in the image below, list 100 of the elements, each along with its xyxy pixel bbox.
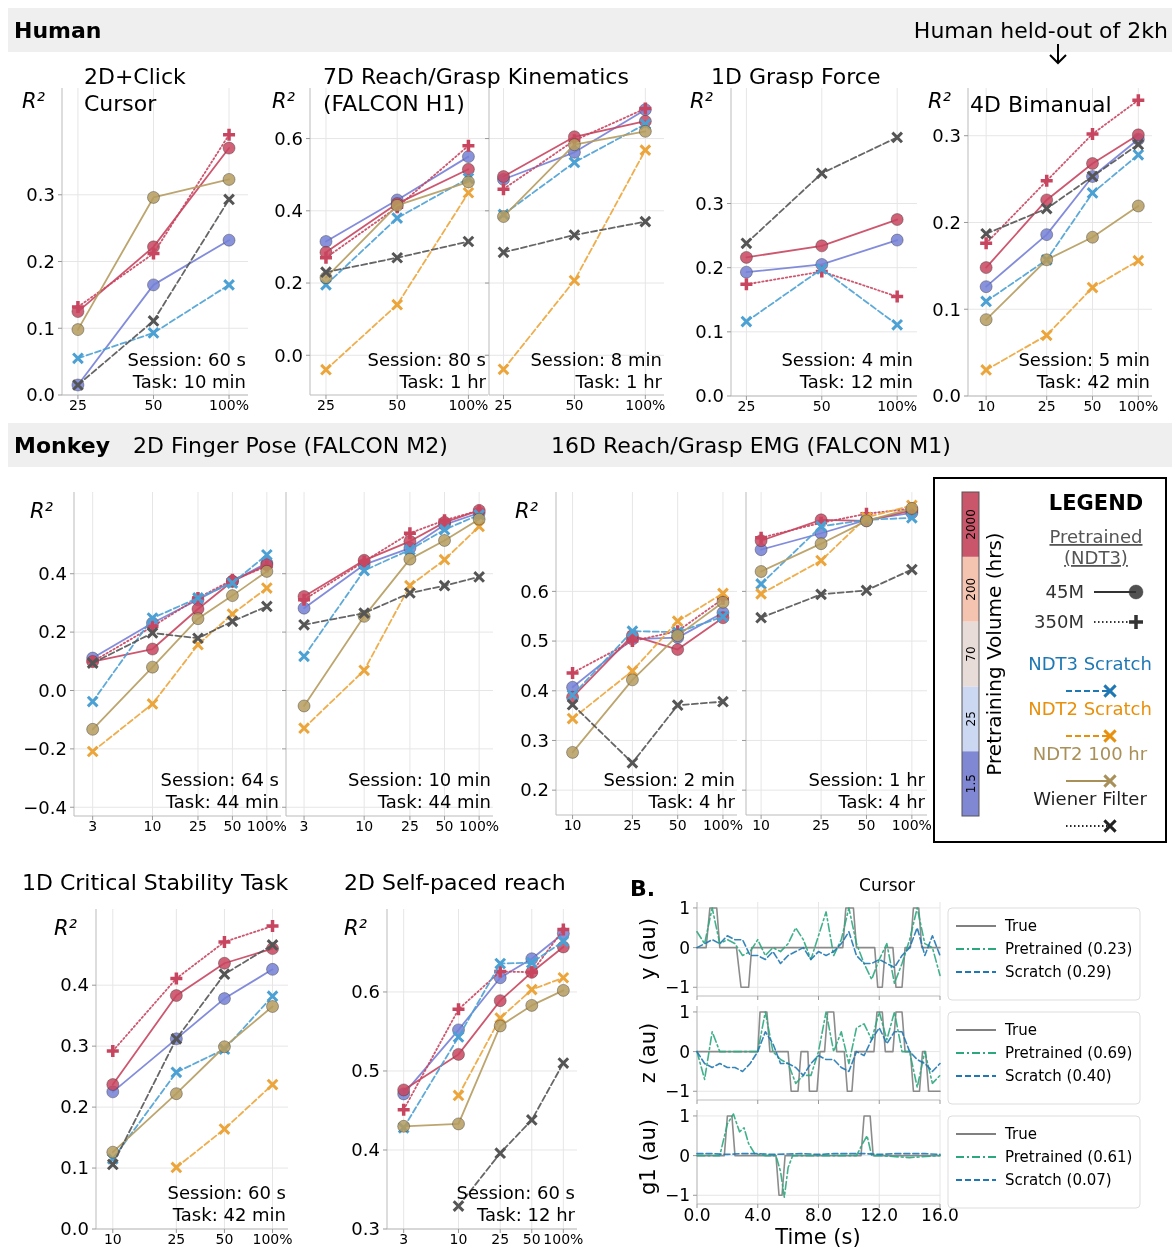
annotation: Task: 10 min <box>131 371 246 392</box>
annotation: Task: 12 min <box>798 371 913 392</box>
y-tick-label: 0 <box>679 1145 690 1166</box>
y-tick-label: 0.3 <box>26 184 55 206</box>
text: B. <box>630 876 656 901</box>
y-tick-label: 0.1 <box>60 1157 89 1179</box>
x-tick-label: 100% <box>625 396 666 413</box>
category-label: 1.5 <box>963 774 978 794</box>
text: LEGEND <box>1048 491 1144 515</box>
y-tick-label: −1 <box>664 977 690 998</box>
y-tick-label: 0.3 <box>695 192 724 214</box>
y-tick-label: 0.4 <box>520 680 549 702</box>
x-tick-label: 50 <box>522 1230 541 1247</box>
y-tick-label: 0.0 <box>38 679 67 701</box>
x-tick-label: 50 <box>565 396 584 413</box>
x-tick-label: 100% <box>209 396 250 413</box>
annotation: Session: 60 s <box>167 1182 286 1203</box>
x-tick-label: 100% <box>891 816 932 833</box>
y-tick-label: 0.2 <box>274 272 303 294</box>
x-tick-label: 100% <box>543 1230 584 1247</box>
annotation: Session: 2 min <box>603 769 735 790</box>
annotation: Task: 4 hr <box>647 791 736 812</box>
x-tick-label: 25 <box>494 396 513 413</box>
x-tick-label: 4.0 <box>744 1205 772 1226</box>
x-tick-label: 10 <box>355 817 374 834</box>
text: Wiener Filter <box>1033 788 1148 809</box>
x-tick-label: 25 <box>189 817 207 834</box>
y-tick-label: −1 <box>664 1185 690 1206</box>
annotation: Task: 12 hr <box>475 1204 576 1225</box>
y-tick-label: 0.2 <box>60 1096 89 1118</box>
legend-label: Scratch (0.07) <box>1005 1171 1112 1190</box>
chart-title: 1D Critical Stability Task <box>22 870 289 895</box>
x-tick-label: 50 <box>388 396 407 413</box>
y-axis-title: R² <box>30 499 54 523</box>
chart-title: 2D Self-paced reach <box>344 870 566 895</box>
x-tick-label: 3 <box>299 817 309 834</box>
legend-label: True <box>1004 1021 1037 1040</box>
x-tick-label: 100% <box>448 396 489 413</box>
x-tick-label: 25 <box>1037 397 1056 414</box>
y-tick-label: −0.4 <box>23 796 67 818</box>
chart-title: 1D Grasp Force <box>711 64 881 89</box>
x-tick-label: 100% <box>252 1230 293 1247</box>
y-tick-label: 0.2 <box>26 250 55 272</box>
y-tick-label: 0 <box>679 937 690 958</box>
y-tick-label: 0.2 <box>520 779 549 801</box>
x-axis-title: Time (s) <box>774 1225 861 1249</box>
y-axis-title: R² <box>22 89 46 113</box>
y-tick-label: 0.3 <box>932 125 961 147</box>
annotation: Task: 44 min <box>164 791 279 812</box>
y-axis-title: R² <box>515 499 539 523</box>
y-axis-title: y (au) <box>636 918 660 980</box>
category-label: 25 <box>963 711 978 727</box>
y-tick-label: 0.2 <box>932 211 961 233</box>
x-tick-label: 10 <box>449 1230 468 1247</box>
x-tick-label: 25 <box>812 816 831 833</box>
x-tick-label: 100% <box>702 816 743 833</box>
x-tick-label: 25 <box>491 1230 510 1247</box>
text: NDT3 Scratch <box>1028 653 1152 674</box>
legend-label: Pretrained (0.23) <box>1005 940 1133 959</box>
annotation: Session: 4 min <box>781 349 913 370</box>
legend-label: True <box>1004 917 1037 936</box>
y-tick-label: 0.5 <box>351 1060 380 1082</box>
category-label: 2000 <box>963 509 978 540</box>
x-tick-label: 50 <box>812 397 831 414</box>
y-tick-label: 0.3 <box>520 729 549 751</box>
x-tick-label: 3 <box>88 817 98 834</box>
chart-title: 2D Finger Pose (FALCON M2) <box>133 433 448 458</box>
annotation: Task: 42 min <box>171 1204 286 1225</box>
y-tick-label: 0.1 <box>26 317 55 339</box>
y-axis-title: g1 (au) <box>636 1119 660 1195</box>
text: Pretrained (NDT3) <box>1049 526 1143 568</box>
y-axis-title: R² <box>928 89 952 113</box>
y-tick-label: 0.6 <box>520 580 549 602</box>
x-tick-label: 10 <box>103 1230 122 1247</box>
annotation: Task: 1 hr <box>574 371 663 392</box>
x-tick-label: 50 <box>857 816 876 833</box>
x-tick-label: 50 <box>1083 397 1102 414</box>
y-tick-label: 0.4 <box>38 563 67 585</box>
y-tick-label: 0.2 <box>38 621 67 643</box>
chart-subtitle: Human <box>14 18 102 43</box>
y-tick-label: −1 <box>664 1081 690 1102</box>
y-tick-label: 0.4 <box>274 200 303 222</box>
x-tick-label: 25 <box>623 816 642 833</box>
x-tick-label: 25 <box>69 396 87 413</box>
legend-label: Pretrained (0.61) <box>1005 1148 1133 1167</box>
x-tick-label: 25 <box>737 397 756 414</box>
y-axis-title: z (au) <box>636 1022 660 1084</box>
x-tick-label: 100% <box>1118 397 1159 414</box>
annotation: Session: 64 s <box>160 769 279 790</box>
y-axis-title: R² <box>690 89 714 113</box>
legend-label: True <box>1004 1125 1037 1144</box>
x-tick-label: 25 <box>317 396 335 413</box>
annotation: Session: 1 hr <box>808 769 926 790</box>
y-axis-title: R² <box>272 89 296 113</box>
color-bar-title: Pretraining Volume (hrs) <box>982 532 1006 776</box>
y-tick-label: 0.3 <box>351 1218 380 1240</box>
y-tick-label: 0.6 <box>351 981 380 1003</box>
x-tick-label: 8.0 <box>804 1205 833 1226</box>
x-tick-label: 10 <box>977 397 996 414</box>
x-tick-label: 50 <box>215 1230 234 1247</box>
